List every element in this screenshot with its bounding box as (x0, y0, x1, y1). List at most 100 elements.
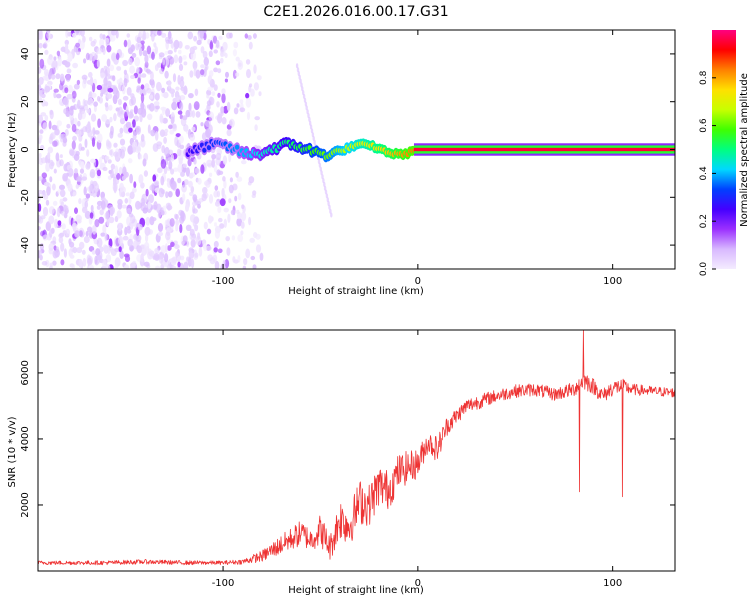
signal-core (202, 147, 207, 153)
x-tick-label: 100 (603, 578, 622, 589)
noise-blob (243, 258, 248, 266)
noise-blob (192, 194, 198, 202)
noise-blob (127, 238, 133, 247)
noise-blob (209, 172, 213, 177)
noise-blob (42, 43, 47, 49)
noise-blob (119, 148, 125, 159)
noise-blob (81, 74, 88, 81)
noise-blob (78, 198, 82, 205)
noise-blob (38, 66, 42, 74)
noise-blob (115, 52, 120, 61)
noise-blob (48, 215, 55, 225)
signal-core (206, 145, 212, 151)
noise-blob (38, 156, 42, 164)
noise-blob (60, 210, 66, 216)
noise-blob (213, 247, 218, 253)
noise-blob (182, 163, 188, 168)
colorbar-tick-label: 0.4 (699, 166, 709, 181)
noise-blob (54, 128, 60, 136)
noise-blob (152, 174, 157, 182)
y-tick-label: 4000 (20, 426, 31, 451)
noise-blob (65, 43, 69, 53)
noise-blob (151, 51, 155, 60)
noise-blob (309, 120, 312, 126)
noise-blob (100, 92, 104, 97)
noise-blob (72, 218, 76, 227)
noise-blob (144, 241, 150, 251)
noise-blob (253, 64, 257, 74)
noise-blob (113, 142, 118, 148)
noise-blob (175, 219, 179, 225)
noise-blob (56, 207, 61, 218)
noise-blob (69, 149, 75, 157)
noise-blob (45, 221, 51, 232)
noise-blob (170, 241, 175, 247)
colorbar-tick-label: 0.2 (699, 214, 709, 228)
noise-blob (182, 55, 187, 60)
noise-blob (81, 206, 88, 214)
noise-blob (192, 45, 198, 51)
noise-blob (217, 206, 222, 214)
noise-blob (191, 201, 198, 207)
noise-blob (84, 138, 88, 148)
noise-blob (220, 57, 224, 64)
noise-blob (162, 132, 168, 137)
noise-blob (214, 201, 221, 207)
noise-blob (118, 166, 123, 174)
noise-blob (122, 235, 129, 241)
noise-blob (162, 117, 168, 124)
noise-blob (217, 68, 222, 74)
noise-blob (166, 245, 172, 251)
noise-blob (89, 36, 93, 42)
y-tick-label: 40 (20, 48, 31, 61)
noise-blob (179, 255, 185, 261)
noise-blob (116, 210, 122, 219)
noise-blob (117, 98, 122, 106)
noise-blob (142, 30, 147, 40)
noise-blob (157, 167, 163, 174)
noise-blob (185, 203, 189, 212)
noise-blob (160, 264, 165, 269)
noise-blob (113, 151, 120, 157)
noise-blob (144, 61, 149, 68)
noise-blob (136, 67, 140, 73)
noise-blob (112, 75, 116, 82)
noise-blob (38, 76, 44, 85)
noise-blob (138, 47, 143, 57)
noise-blob (135, 125, 141, 135)
noise-blob (65, 74, 71, 82)
noise-blob (126, 33, 131, 38)
noise-blob (182, 193, 186, 202)
noise-blob (41, 172, 47, 179)
noise-blob (181, 184, 187, 193)
noise-blob (77, 120, 81, 127)
noise-blob (146, 45, 152, 55)
noise-blob (222, 155, 228, 165)
noise-blob (167, 50, 173, 55)
noise-blob (221, 117, 227, 125)
noise-blob (313, 139, 316, 145)
noise-blob (165, 40, 169, 50)
noise-blob (40, 215, 46, 220)
noise-blob (175, 214, 179, 220)
noise-blob (192, 208, 198, 214)
noise-blob (169, 56, 175, 65)
noise-blob (132, 133, 137, 141)
noise-blob (103, 77, 108, 86)
y-tick-label: -20 (20, 189, 31, 205)
noise-blob (240, 211, 247, 222)
noise-blob (252, 33, 257, 39)
noise-blob (233, 107, 239, 115)
noise-blob (62, 140, 67, 147)
noise-blob (123, 69, 127, 76)
colorbar-ticks: 0.0 0.2 0.4 0.6 0.8 (699, 70, 716, 276)
noise-blob (177, 261, 181, 268)
noise-blob (86, 79, 93, 85)
noise-blob (179, 95, 186, 101)
noise-blob (248, 41, 253, 50)
noise-blob (52, 200, 58, 206)
noise-blob (38, 226, 41, 231)
noise-blob (167, 157, 172, 162)
noise-blob (232, 183, 238, 191)
noise-blob (97, 95, 101, 102)
